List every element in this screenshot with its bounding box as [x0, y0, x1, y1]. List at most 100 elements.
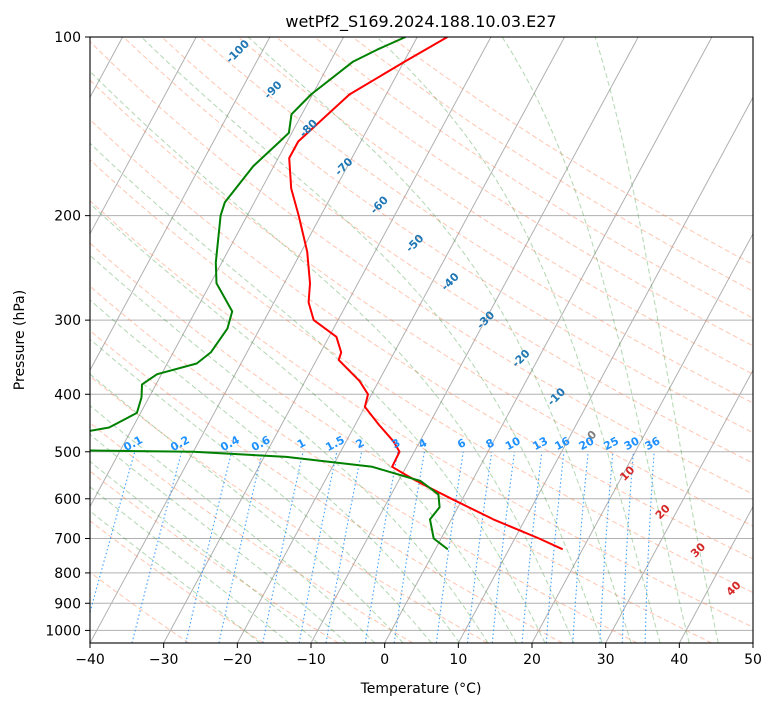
mixing-ratio-label: 30	[622, 434, 642, 453]
dry-adiabat-line	[90, 375, 488, 643]
y-tick-label: 200	[54, 209, 81, 225]
mixing-ratio-line	[644, 451, 655, 643]
mixing-ratio-line	[491, 451, 516, 643]
dry-adiabat-line	[90, 118, 753, 560]
y-tick-label: 800	[54, 566, 81, 582]
moist-adiabat-line	[90, 373, 404, 643]
mixing-ratio-line	[545, 451, 565, 643]
dry-adiabat-line	[390, 37, 753, 266]
dry-adiabat-line	[90, 285, 638, 643]
isotherm-line	[90, 37, 345, 508]
mixing-ratio-line	[521, 451, 543, 643]
plot-frame	[89, 36, 754, 644]
mixing-ratio-line	[325, 451, 363, 643]
y-tick-label: 300	[54, 313, 81, 329]
y-tick-label: 1000	[45, 623, 81, 639]
dry-adiabat-line	[90, 520, 264, 643]
mixing-ratio-label: 36	[643, 434, 663, 453]
dry-adiabat-label: -70	[332, 155, 355, 178]
series-layer	[90, 37, 564, 551]
dry-adiabat-label: 30	[688, 540, 708, 560]
mixing-ratio-label: 3	[390, 436, 403, 451]
dry-adiabat-line	[275, 37, 753, 347]
dry-adiabat-label: -100	[223, 37, 252, 66]
moist-adiabat-line	[90, 254, 489, 643]
isotherm-line	[310, 37, 639, 643]
dry-adiabat-line	[90, 242, 712, 643]
moist-adiabat-line	[90, 203, 517, 643]
x-tick-label: 20	[523, 652, 541, 668]
mixing-ratio-label: 1.5	[324, 433, 347, 454]
x-tick-label: 30	[597, 652, 615, 668]
dry-adiabat-label: 20	[653, 502, 673, 522]
mixing-ratio-line	[572, 451, 589, 643]
annotation-labels: 0.1 0.2 0.4 0.6 1 1.5 2 3 4 6 8 10 13 16 20 25 30 36-100-…	[121, 37, 743, 599]
dry-adiabat-label: -90	[261, 78, 284, 101]
moist-adiabat-line	[90, 510, 261, 643]
dry-adiabat-label: 40	[724, 578, 744, 598]
x-axis-title: Temperature (°C)	[360, 681, 482, 697]
dry-adiabat-label: -10	[545, 385, 568, 408]
y-axis-title: Pressure (hPa)	[12, 290, 28, 390]
mixing-ratio-label: 10	[503, 434, 523, 453]
moist-adiabat-line	[501, 37, 690, 643]
dry-adiabat-line	[90, 329, 563, 643]
mixing-ratio-label: 2	[354, 436, 367, 451]
dry-adiabat-line	[123, 37, 753, 464]
mixing-ratio-label: 4	[416, 436, 429, 451]
moist-adiabat-line	[90, 299, 461, 643]
dry-adiabat-line	[90, 422, 414, 643]
x-tick-label: 50	[744, 652, 762, 668]
isotherm-line	[90, 37, 197, 235]
x-tick-label: −40	[75, 652, 105, 668]
moist-adiabat-line	[90, 486, 290, 643]
x-tick-label: −20	[223, 652, 253, 668]
mixing-ratio-line	[599, 451, 614, 643]
moist-adiabat-line	[594, 37, 719, 643]
mixing-ratio-line	[466, 451, 493, 643]
y-tick-label: 600	[54, 492, 81, 508]
mixing-ratio-line	[435, 451, 464, 643]
dry-adiabat-label: -50	[403, 232, 426, 255]
moist-adiabat-line	[90, 338, 432, 643]
dry-adiabat-line	[161, 37, 753, 434]
dry-adiabat-line	[90, 470, 339, 643]
mixing-ratio-line	[262, 451, 304, 643]
isotherm-line	[236, 37, 566, 643]
x-tick-label: 10	[449, 652, 467, 668]
mixing-ratio-line	[90, 451, 136, 615]
mixing-ratio-label: 0.6	[249, 433, 273, 454]
mixing-ratio-label: 25	[601, 434, 621, 453]
x-tick-label: 40	[670, 652, 688, 668]
mixing-ratio-label: 13	[530, 434, 550, 453]
moist-adiabat-line	[90, 404, 376, 643]
moist-adiabat-line	[376, 37, 661, 643]
mixing-ratio-label: 16	[553, 434, 573, 453]
mixing-ratio-line	[621, 451, 634, 643]
dry-adiabat-line	[90, 159, 753, 594]
dry-adiabat-line	[90, 40, 753, 495]
moist-adiabat-line	[90, 142, 546, 643]
isotherm-line	[163, 37, 492, 643]
isotherm-line	[457, 96, 753, 643]
isotherm-line	[384, 37, 713, 643]
x-tick-label: −10	[296, 652, 326, 668]
dry-adiabat-line	[90, 79, 753, 527]
dry-adiabat-label: -20	[509, 347, 532, 370]
x-tick-label: −30	[149, 652, 179, 668]
isotherm-line	[90, 37, 271, 372]
y-tick-label: 100	[54, 30, 81, 46]
dry-adiabat-label: -60	[368, 193, 391, 216]
dry-adiabat-label: -40	[439, 270, 462, 293]
y-tick-label: 500	[54, 445, 81, 461]
x-tick-label: 0	[380, 652, 389, 668]
dry-adiabat-label: -30	[474, 308, 497, 331]
mixing-ratio-line	[131, 451, 183, 643]
isotherm-line	[678, 505, 753, 643]
dry-adiabat-line	[90, 200, 753, 628]
mixing-ratio-line	[185, 451, 233, 643]
mixing-ratio-label: 20	[577, 434, 597, 453]
y-tick-label: 400	[54, 387, 81, 403]
moist-adiabat-line	[141, 37, 603, 643]
